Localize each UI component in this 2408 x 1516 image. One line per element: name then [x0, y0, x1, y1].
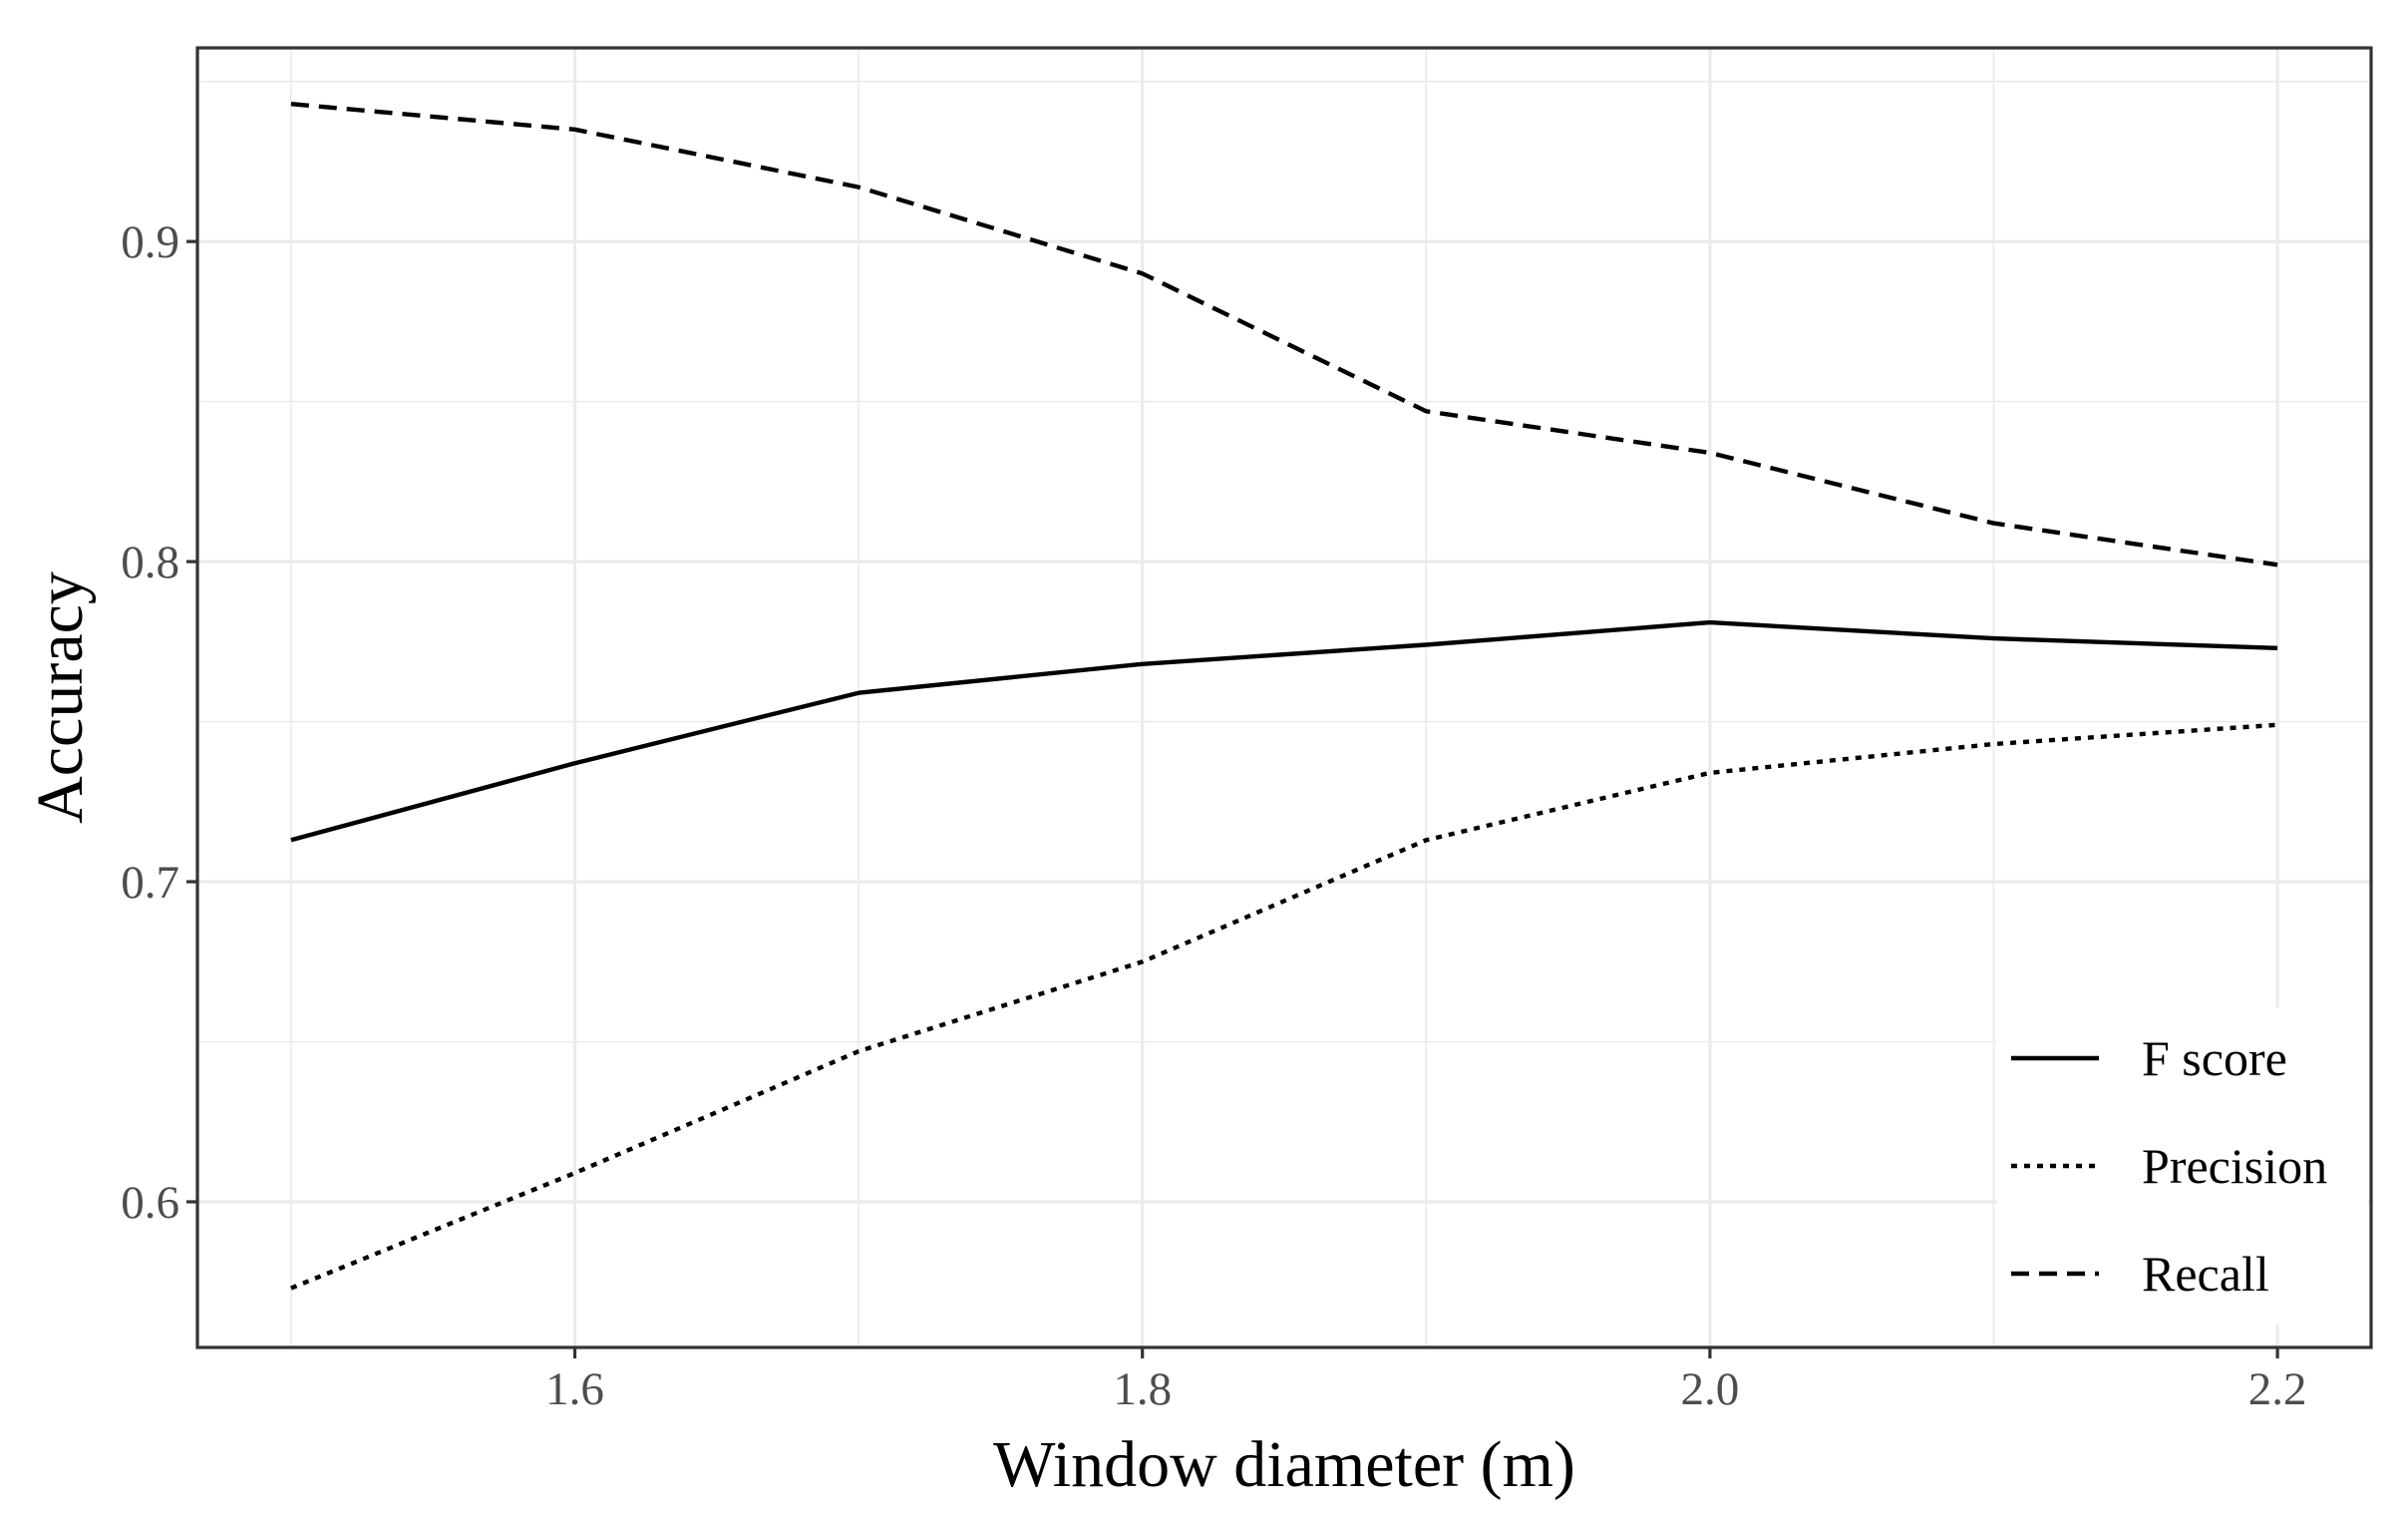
y-tick-label: 0.6 [121, 1177, 179, 1229]
legend-label-precision: Precision [2142, 1138, 2327, 1194]
series-lines [290, 102, 2278, 1291]
y-axis-title: Accuracy [24, 571, 97, 824]
legend: F score Precision Recall [1997, 1007, 2368, 1325]
legend-label-recall: Recall [2142, 1246, 2269, 1302]
series-line-recall [290, 102, 2278, 568]
grid-lines [197, 48, 2371, 1347]
x-tick-label: 2.2 [2248, 1363, 2307, 1415]
series-line-f-score [290, 619, 2278, 843]
y-tick-label: 0.9 [121, 216, 179, 268]
legend-label-f-score: F score [2142, 1030, 2287, 1086]
y-tick-label: 0.7 [121, 857, 179, 909]
y-tick-label: 0.8 [121, 537, 179, 588]
x-tick-label: 1.8 [1113, 1363, 1172, 1415]
axis-ticks: 1.6 1.8 2.0 2.2 0.6 0.7 0.8 0.9 [121, 216, 2306, 1415]
plot-panel-border [195, 46, 2373, 1349]
series-line-precision [290, 722, 2278, 1291]
x-axis-title: Window diameter (m) [993, 1428, 1575, 1501]
x-tick-label: 2.0 [1681, 1363, 1740, 1415]
x-tick-label: 1.6 [545, 1363, 604, 1415]
